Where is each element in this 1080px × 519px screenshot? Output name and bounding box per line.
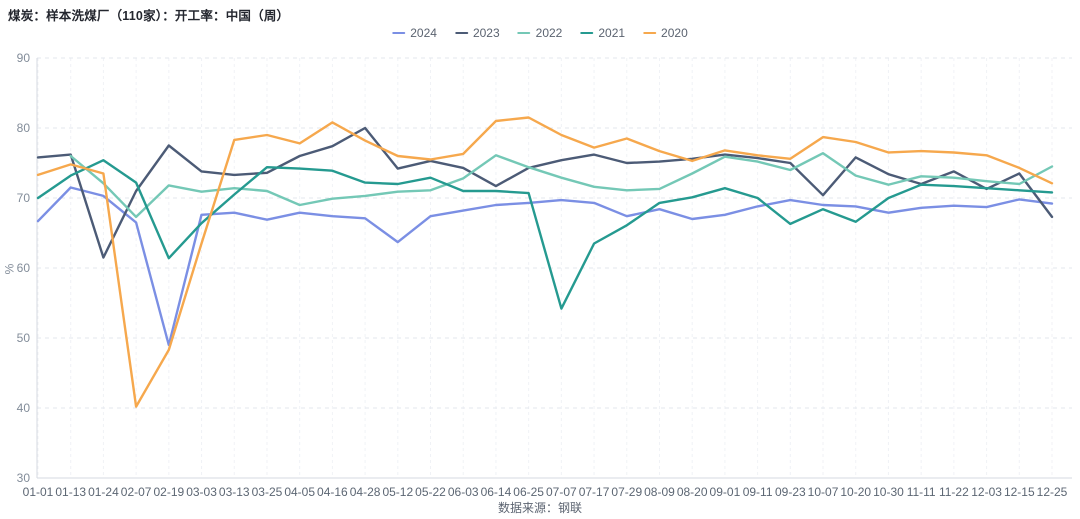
y-axis-tick-label: 80 [17, 121, 31, 135]
y-axis-tick-label: 40 [17, 401, 31, 415]
legend-marker-2023 [454, 31, 468, 35]
x-axis-tick-label[interactable]: 02-19 [153, 485, 184, 499]
x-axis-tick-label[interactable]: 01-13 [55, 485, 86, 499]
x-axis-tick-label[interactable]: 06-25 [513, 485, 544, 499]
x-axis-tick-label[interactable]: 11-11 [907, 485, 936, 499]
x-axis-tick-label[interactable]: 06-03 [448, 485, 479, 499]
x-axis-tick-label[interactable]: 09-23 [775, 485, 806, 499]
x-axis-tick-label[interactable]: 12-15 [1004, 485, 1035, 499]
x-axis-tick-label[interactable]: 08-20 [677, 485, 708, 499]
x-axis-tick-label[interactable]: 07-17 [579, 485, 610, 499]
x-axis-tick-label[interactable]: 09-11 [743, 485, 773, 499]
legend-label: 2024 [410, 26, 437, 40]
series-line-2023[interactable] [36, 126, 1054, 259]
x-axis-tick-label[interactable]: 01-01 [23, 485, 54, 499]
x-axis-tick-label[interactable]: 10-07 [808, 485, 839, 499]
legend-label: 2022 [535, 26, 563, 40]
series-line-2020[interactable] [36, 116, 1054, 408]
legend-marker-2021 [580, 31, 594, 35]
legend-item-2024[interactable]: 2024 [392, 26, 437, 40]
y-axis-tick-label: 60 [17, 261, 31, 275]
legend-label: 2020 [661, 26, 688, 40]
y-axis-tick-label: 50 [17, 331, 31, 345]
series-line-2021[interactable] [36, 159, 1054, 310]
x-axis-tick-label[interactable]: 06-14 [481, 485, 512, 499]
x-axis-tick-label[interactable]: 09-01 [710, 485, 741, 499]
page-title: 煤炭：样本洗煤厂（110家）：开工率：中国（周） [8, 9, 290, 23]
x-axis-tick-label[interactable]: 12-25 [1037, 485, 1068, 499]
x-axis-tick-label[interactable]: 05-12 [382, 485, 413, 499]
x-axis-tick-label[interactable]: 07-29 [611, 485, 642, 499]
series-line-2022[interactable] [69, 152, 1054, 219]
chart-legend: 2024 2023 2022 2021 2020 [392, 26, 688, 40]
x-axis-tick-label[interactable]: 03-03 [186, 485, 217, 499]
legend-label: 2021 [598, 26, 626, 40]
y-axis-tick-label: 70 [17, 191, 31, 205]
x-axis-tick-label[interactable]: 03-13 [219, 485, 250, 499]
x-axis-tick-label[interactable]: 12-03 [971, 485, 1002, 499]
x-axis-tick-label[interactable]: 11-22 [939, 485, 969, 499]
x-axis-tick-label[interactable]: 02-07 [121, 485, 152, 499]
x-axis-tick-label[interactable]: 05-22 [415, 485, 446, 499]
y-axis-tick-label: 30 [17, 471, 31, 485]
legend-marker-2024 [392, 31, 406, 35]
x-axis-tick-label[interactable]: 10-30 [873, 485, 904, 499]
series-line-2024[interactable] [36, 186, 1054, 347]
x-axis-tick-label[interactable]: 07-07 [546, 485, 577, 499]
x-axis-tick-label[interactable]: 04-28 [350, 485, 381, 499]
legend-marker-2020 [643, 31, 657, 35]
legend-item-2022[interactable]: 2022 [517, 26, 563, 40]
x-axis-tick-label[interactable]: 04-16 [317, 485, 348, 499]
legend-item-2021[interactable]: 2021 [580, 26, 625, 40]
x-axis-tick-label[interactable]: 10-20 [840, 485, 871, 499]
legend-item-2020[interactable]: 2020 [643, 26, 688, 40]
x-axis-tick-label[interactable]: 03-25 [252, 485, 283, 499]
x-axis-tick-label[interactable]: 01-24 [88, 485, 119, 499]
legend-label: 2023 [472, 26, 500, 40]
y-axis-unit-label: % [2, 263, 17, 275]
legend-item-2023[interactable]: 2023 [454, 26, 500, 40]
data-source-label: 数据来源：钢联 [497, 501, 582, 515]
y-axis-tick-label: 90 [17, 51, 31, 65]
x-axis-tick-label[interactable]: 08-09 [644, 485, 675, 499]
x-axis-tick-label[interactable]: 04-05 [284, 485, 315, 499]
legend-marker-2022 [517, 31, 531, 35]
